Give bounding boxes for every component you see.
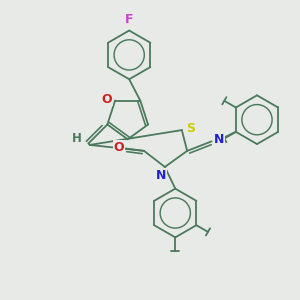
Text: O: O bbox=[101, 93, 112, 106]
Text: F: F bbox=[125, 13, 134, 26]
Text: N: N bbox=[214, 134, 224, 146]
Text: N: N bbox=[156, 169, 166, 182]
Text: S: S bbox=[186, 122, 195, 135]
Text: H: H bbox=[72, 133, 82, 146]
Text: O: O bbox=[114, 140, 124, 154]
